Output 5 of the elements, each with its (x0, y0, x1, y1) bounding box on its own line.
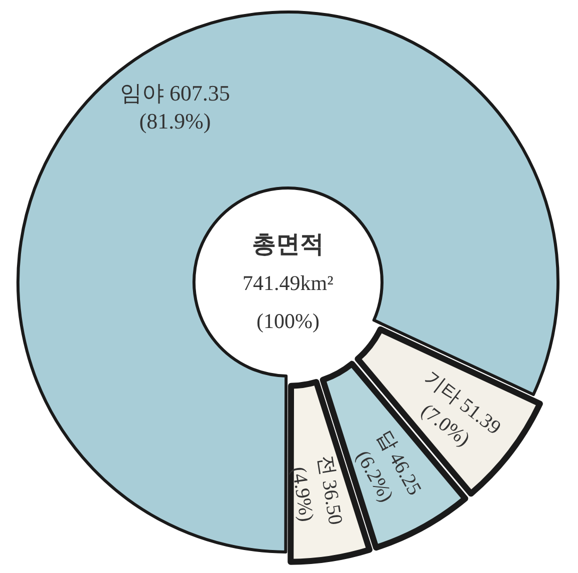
slice-label: 임야 607.35 (81.9%) (120, 80, 230, 134)
text: 총면적 (252, 232, 324, 258)
slice-label: 전 36.50 (4.9%) (287, 454, 346, 526)
text: (100%) (256, 309, 320, 333)
text: 741.49km² (242, 271, 334, 295)
